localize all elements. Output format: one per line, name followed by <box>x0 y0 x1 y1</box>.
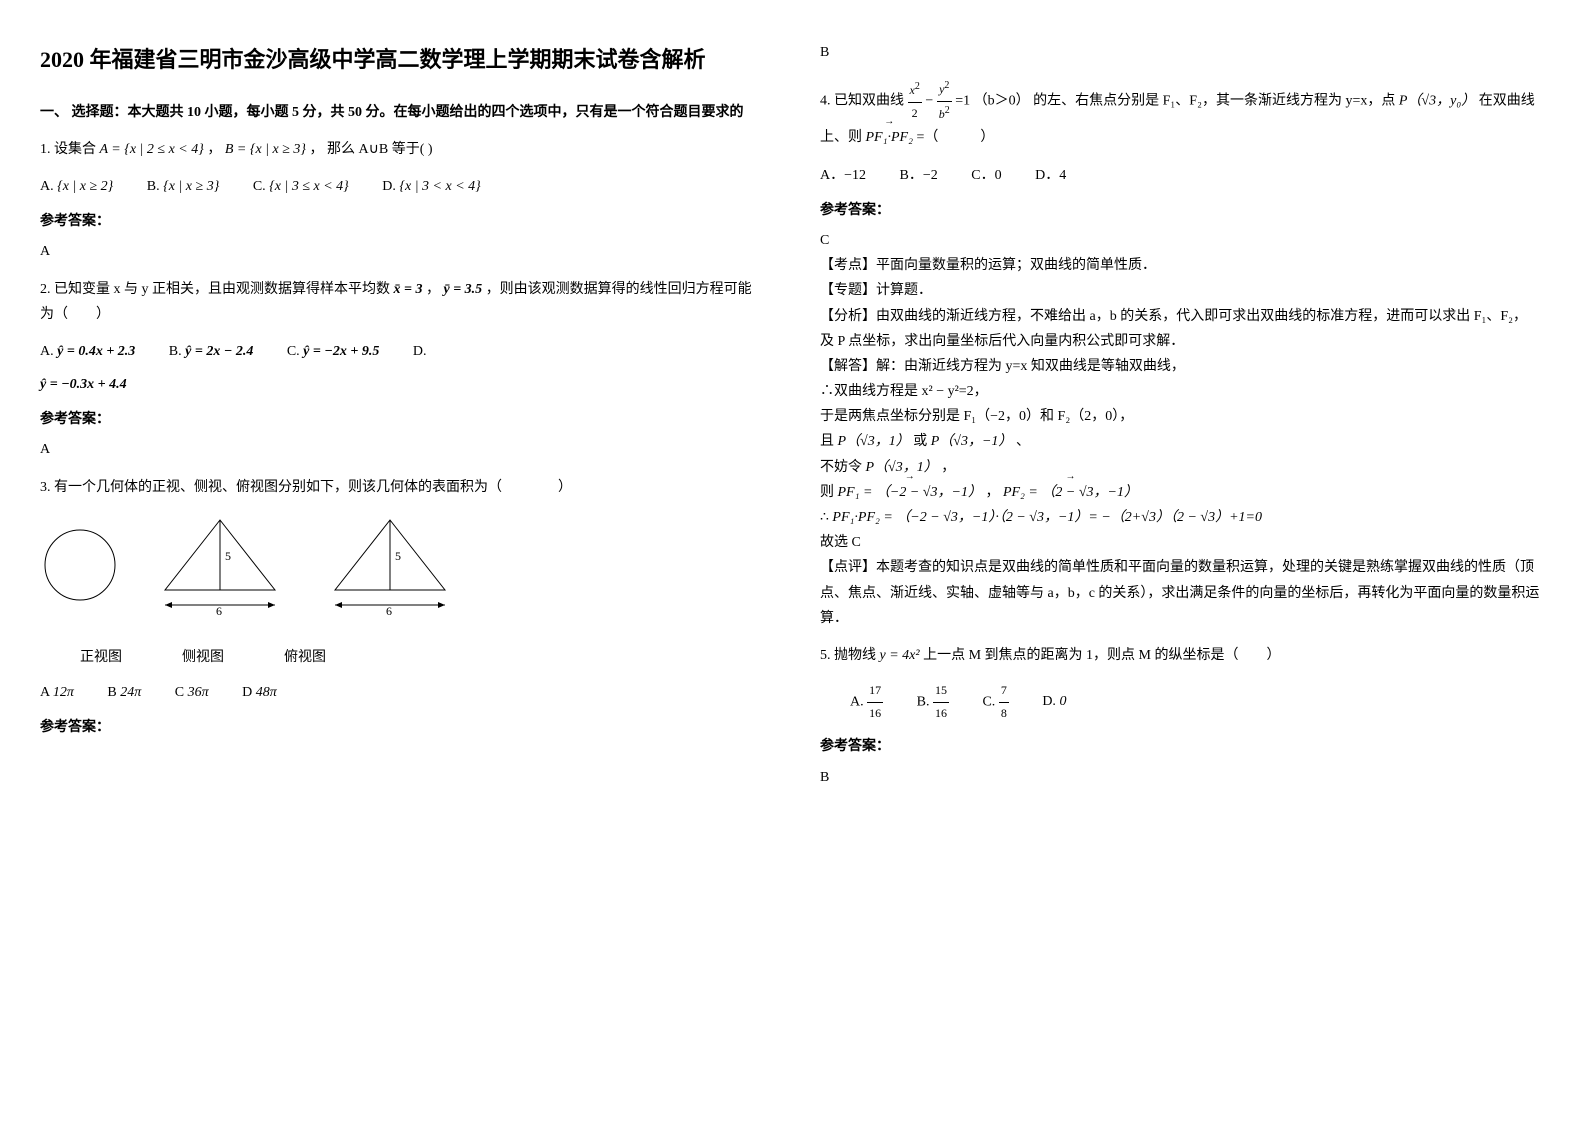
q4-sol-l4: 【解答】解：由渐近线方程为 y=x 知双曲线是等轴双曲线， <box>820 354 1540 379</box>
front-view-label: 正视图 <box>80 645 122 670</box>
side-view-label: 侧视图 <box>182 645 224 670</box>
q4-sol-l7: 且 P（√3，1） 或 P（√3，−1） 、 <box>820 429 1540 454</box>
q4-sol-l9: 则 PF₁ = （−2 − √3，−1） ， PF₂ = （2 − √3，−1） <box>820 480 1540 505</box>
left-column: 2020 年福建省三明市金沙高级中学高二数学理上学期期末试卷含解析 一、 选择题… <box>40 40 760 790</box>
q4-sol-l3: 【分析】由双曲线的渐近线方程，不难给出 a，b 的关系，代入即可求出双曲线的标准… <box>820 304 1540 354</box>
q1-stem-suffix: ， 那么 A∪B 等于( ) <box>310 142 433 157</box>
q4-answer-label: 参考答案： <box>820 198 1540 223</box>
q5-optB: B. 1516 <box>917 680 949 724</box>
q3-options: A 12π B 24π C 36π D 48π <box>40 680 760 705</box>
top-view-label: 俯视图 <box>284 645 326 670</box>
tri2-b: 6 <box>386 604 392 615</box>
q4-stem-mid: 的左、右焦点分别是 F₁、F₂，其一条渐近线方程为 y=x，点 <box>1033 94 1395 109</box>
q4-sol-l1: 【考点】平面向量数量积的运算；双曲线的简单性质． <box>820 253 1540 278</box>
q3-optC: C 36π <box>175 680 209 705</box>
q5-stem-suffix: 上一点 M 到焦点的距离为 1，则点 M 的纵坐标是（ ） <box>923 648 1280 663</box>
tri1-b: 6 <box>216 604 222 615</box>
q5-optD: D. 0 <box>1042 689 1066 714</box>
q2-optA: A. ŷ = 0.4x + 2.3 <box>40 339 135 364</box>
q4-sol-l2: 【专题】计算题． <box>820 278 1540 303</box>
q5-optA: A. 1716 <box>850 680 883 724</box>
right-column: B 4. 已知双曲线 x2 2 − y2 b2 =1 （b＞0） 的左、右焦点分… <box>820 40 1540 790</box>
q4-frac2: y2 b2 <box>937 77 952 125</box>
tri1-h: 5 <box>225 549 231 563</box>
q1-optD: D. {x | 3 < x < 4} <box>382 174 481 199</box>
exam-title: 2020 年福建省三明市金沙高级中学高二数学理上学期期末试卷含解析 <box>40 40 760 80</box>
triangle-figure-2: 5 6 <box>320 515 460 615</box>
q2-optD-eq: ŷ = −0.3x + 4.4 <box>40 372 760 397</box>
q4-optA: A．−12 <box>820 163 866 188</box>
question-2: 2. 已知变量 x 与 y 正相关，且由观测数据算得样本平均数 x̄ = 3 ，… <box>40 277 760 327</box>
q1-options: A. {x | x ≥ 2} B. {x | x ≥ 3} C. {x | 3 … <box>40 174 760 199</box>
q4-sol-l10: ∴ PF₁·PF₂ = （−2 − √3，−1）·（2 − √3，−1）= −（… <box>820 505 1540 530</box>
q1-answer: A <box>40 239 760 264</box>
q3-view-labels: 正视图 侧视图 俯视图 <box>80 645 760 670</box>
q2-answer-label: 参考答案： <box>40 407 760 432</box>
q2-optD: D. <box>413 339 427 364</box>
question-3: 3. 有一个几何体的正视、侧视、俯视图分别如下，则该几何体的表面积为（ ） <box>40 475 760 500</box>
question-1: 1. 设集合 A = {x | 2 ≤ x < 4} ， B = {x | x … <box>40 137 760 162</box>
q4-options: A．−12 B．−2 C．0 D．4 <box>820 163 1540 188</box>
q4-sol-l11: 故选 C <box>820 530 1540 555</box>
q1-stem-prefix: 1. 设集合 <box>40 142 100 157</box>
q3-answer: B <box>820 40 1540 65</box>
q3-answer-label: 参考答案： <box>40 715 760 740</box>
q4-stem-prefix: 4. 已知双曲线 <box>820 94 908 109</box>
q2-optB: B. ŷ = 2x − 2.4 <box>169 339 254 364</box>
q1-optC: C. {x | 3 ≤ x < 4} <box>253 174 349 199</box>
q4-optD: D．4 <box>1035 163 1066 188</box>
question-4: 4. 已知双曲线 x2 2 − y2 b2 =1 （b＞0） 的左、右焦点分别是… <box>820 77 1540 150</box>
q3-optA: A 12π <box>40 680 74 705</box>
triangle-figure-1: 5 6 <box>150 515 290 615</box>
q2-optC: C. ŷ = −2x + 9.5 <box>287 339 380 364</box>
q5-stem-prefix: 5. 抛物线 <box>820 648 880 663</box>
exam-page: 2020 年福建省三明市金沙高级中学高二数学理上学期期末试卷含解析 一、 选择题… <box>40 40 1540 790</box>
tri2-h: 5 <box>395 549 401 563</box>
q4-sol-l6: 于是两焦点坐标分别是 F₁（−2，0）和 F₂（2，0）， <box>820 404 1540 429</box>
q3-figures: 5 6 5 6 <box>40 515 760 615</box>
q4-optB: B．−2 <box>900 163 938 188</box>
q1-setA: A = {x | 2 ≤ x < 4} <box>100 142 204 157</box>
q5-answer-label: 参考答案： <box>820 734 1540 759</box>
q2-answer: A <box>40 437 760 462</box>
q2-xbar: x̄ = 3 <box>394 282 423 297</box>
q2-options: A. ŷ = 0.4x + 2.3 B. ŷ = 2x − 2.4 C. ŷ =… <box>40 339 760 364</box>
q1-answer-label: 参考答案： <box>40 209 760 234</box>
q1-setB: B = {x | x ≥ 3} <box>225 142 306 157</box>
q3-optB: B 24π <box>107 680 141 705</box>
q4-dot-expr: PF₁·PF₂ <box>866 125 913 150</box>
q1-sep: ， <box>207 142 221 157</box>
circle-figure <box>40 525 120 605</box>
q2-stem-prefix: 2. 已知变量 x 与 y 正相关，且由观测数据算得样本平均数 <box>40 282 394 297</box>
q5-optC: C. 78 <box>982 680 1008 724</box>
q5-eq: y = 4x² <box>880 648 920 663</box>
q1-optA: A. {x | x ≥ 2} <box>40 174 113 199</box>
q5-answer: B <box>820 765 1540 790</box>
q4-optC: C．0 <box>971 163 1001 188</box>
q4-sol-l5: ∴双曲线方程是 x² − y²=2， <box>820 379 1540 404</box>
q1-optB: B. {x | x ≥ 3} <box>147 174 220 199</box>
q4-sol-l12: 【点评】本题考查的知识点是双曲线的简单性质和平面向量的数量积运算，处理的关键是熟… <box>820 555 1540 631</box>
question-5: 5. 抛物线 y = 4x² 上一点 M 到焦点的距离为 1，则点 M 的纵坐标… <box>820 643 1540 668</box>
q4-answer: C <box>820 228 1540 253</box>
q2-ybar: ȳ = 3.5 <box>443 282 482 297</box>
section-1-heading: 一、 选择题：本大题共 10 小题，每小题 5 分，共 50 分。在每小题给出的… <box>40 100 760 125</box>
q3-optD: D 48π <box>242 680 277 705</box>
q4-point: P（√3，y₀） <box>1399 94 1475 109</box>
q5-options: A. 1716 B. 1516 C. 78 D. 0 <box>850 680 1540 724</box>
